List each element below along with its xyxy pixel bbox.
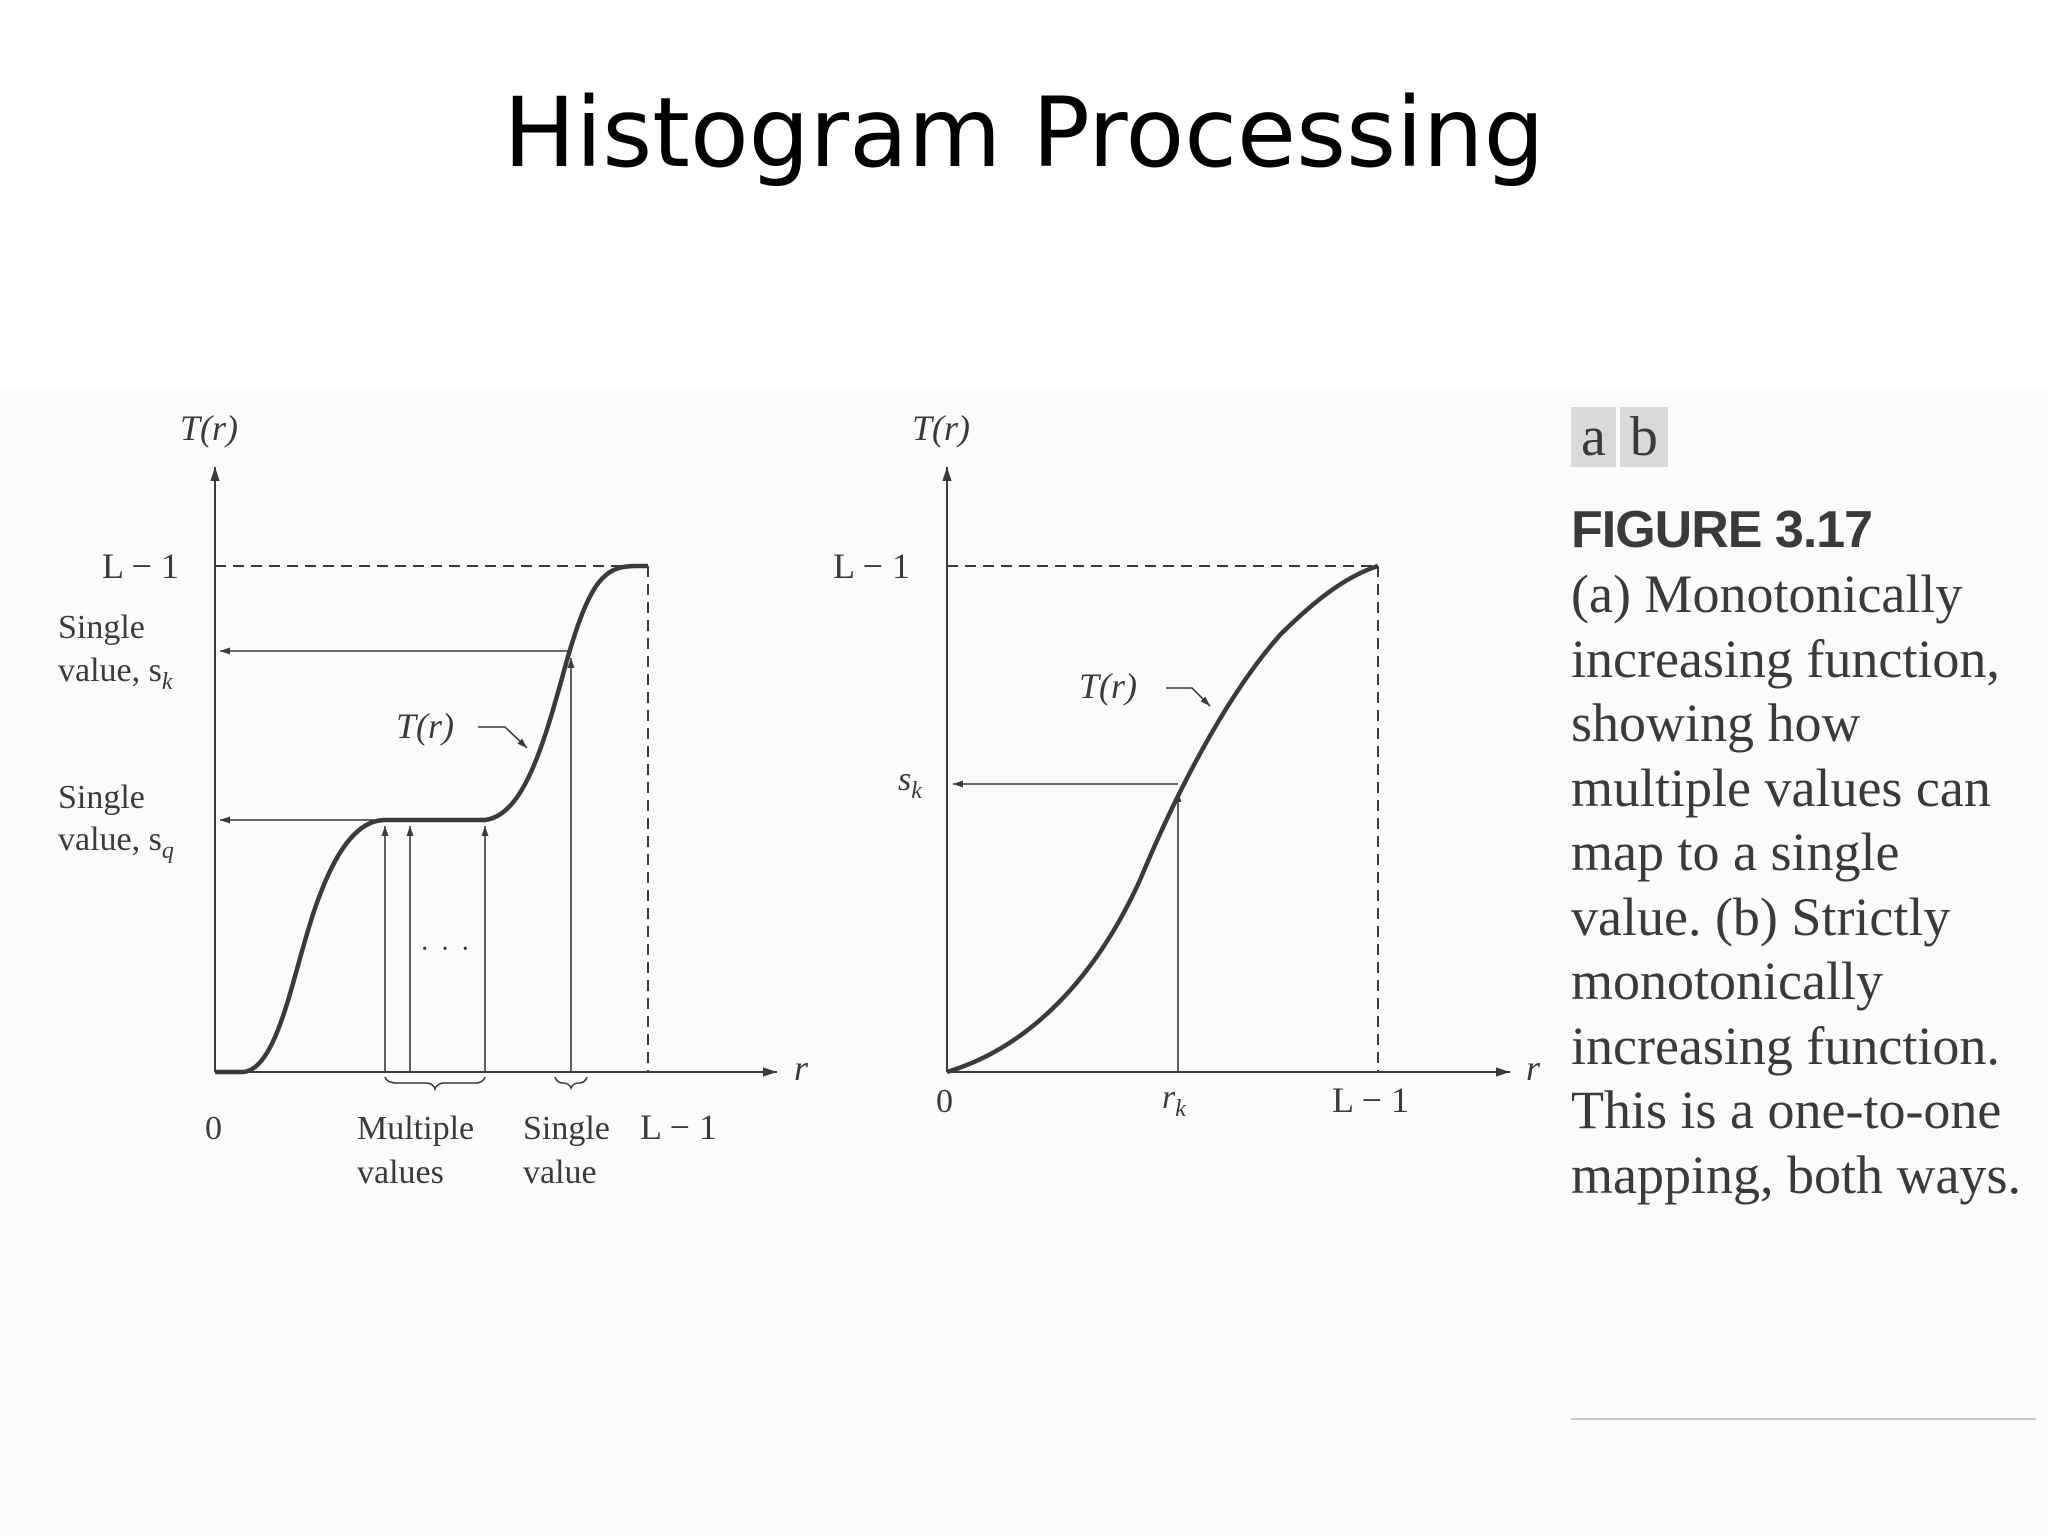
panel-label-b: b bbox=[1619, 407, 1668, 467]
figure-caption: (a) Monotonically increasing function, s… bbox=[1571, 564, 2021, 1205]
figure-background bbox=[0, 390, 2048, 1536]
panel-b-curve-pointer bbox=[1166, 687, 1211, 707]
panel-b-rk-label-main: r bbox=[1162, 1079, 1176, 1116]
panel-a-sk-label-sub: k bbox=[162, 669, 173, 695]
panel-a-multiple-values-line1: Multiple bbox=[357, 1110, 474, 1147]
caption-divider bbox=[1571, 1418, 2036, 1420]
panel-labels: a b bbox=[1571, 407, 1668, 467]
panel-b-curve bbox=[946, 563, 1379, 1075]
panel-b-curve-label: T(r) bbox=[1079, 666, 1137, 706]
figure-number: FIGURE 3.17 bbox=[1571, 501, 1873, 559]
panel-a-single-brace bbox=[554, 1076, 588, 1091]
panel-b-sk-label-sub: k bbox=[911, 778, 922, 804]
panel-b-x-axis-label: r bbox=[1526, 1048, 1541, 1088]
panel-b-y-max-label: L − 1 bbox=[833, 546, 910, 586]
panel-a-sk-label-line1: Single bbox=[58, 609, 145, 646]
panel-a-single-value-line1: Single bbox=[523, 1110, 610, 1147]
panel-b-y-axis-label: T(r) bbox=[912, 408, 970, 448]
panel-a-multiple-brace bbox=[384, 1076, 486, 1092]
panel-a-origin-label: 0 bbox=[205, 1110, 222, 1147]
panel-a-curve bbox=[215, 563, 648, 1075]
panel-b-sk-label: sk bbox=[898, 761, 922, 804]
panel-b-origin-label: 0 bbox=[936, 1083, 953, 1120]
panel-b: T(r) r 0 L − 1 L − 1 T(r) sk rk bbox=[833, 408, 1541, 1122]
panel-a: T(r) r 0 L − 1 L − 1 T(r) · · · Single v… bbox=[58, 408, 809, 1191]
panel-a-x-max-label: L − 1 bbox=[640, 1107, 717, 1147]
panel-a-ellipsis: · · · bbox=[420, 934, 472, 965]
panel-a-curve-label: T(r) bbox=[396, 706, 454, 746]
panel-label-a: a bbox=[1571, 407, 1616, 467]
panel-a-sq-label-sub: q bbox=[162, 838, 174, 864]
panel-a-curve-pointer bbox=[478, 726, 528, 749]
panel-a-single-value-line2: value bbox=[523, 1154, 597, 1191]
panel-a-sq-label-line1: Single bbox=[58, 779, 145, 816]
slide-title: Histogram Processing bbox=[503, 77, 1545, 189]
panel-a-y-axis-label: T(r) bbox=[180, 408, 238, 448]
panel-a-y-max-label: L − 1 bbox=[102, 546, 179, 586]
panel-a-sq-label-line2: value, sq bbox=[58, 821, 174, 864]
panel-a-sk-label-line2: value, sk bbox=[58, 652, 173, 695]
panel-b-rk-label-sub: k bbox=[1175, 1096, 1186, 1122]
panel-a-multiple-values-line2: values bbox=[357, 1154, 444, 1191]
panel-a-x-axis-label: r bbox=[794, 1048, 809, 1088]
panel-a-sk-label-main: value, s bbox=[58, 652, 162, 689]
panel-b-rk-label: rk bbox=[1162, 1079, 1186, 1122]
panel-a-sq-label-main: value, s bbox=[58, 821, 162, 858]
panel-b-x-max-label: L − 1 bbox=[1332, 1080, 1409, 1120]
panel-b-sk-label-main: s bbox=[898, 761, 911, 798]
